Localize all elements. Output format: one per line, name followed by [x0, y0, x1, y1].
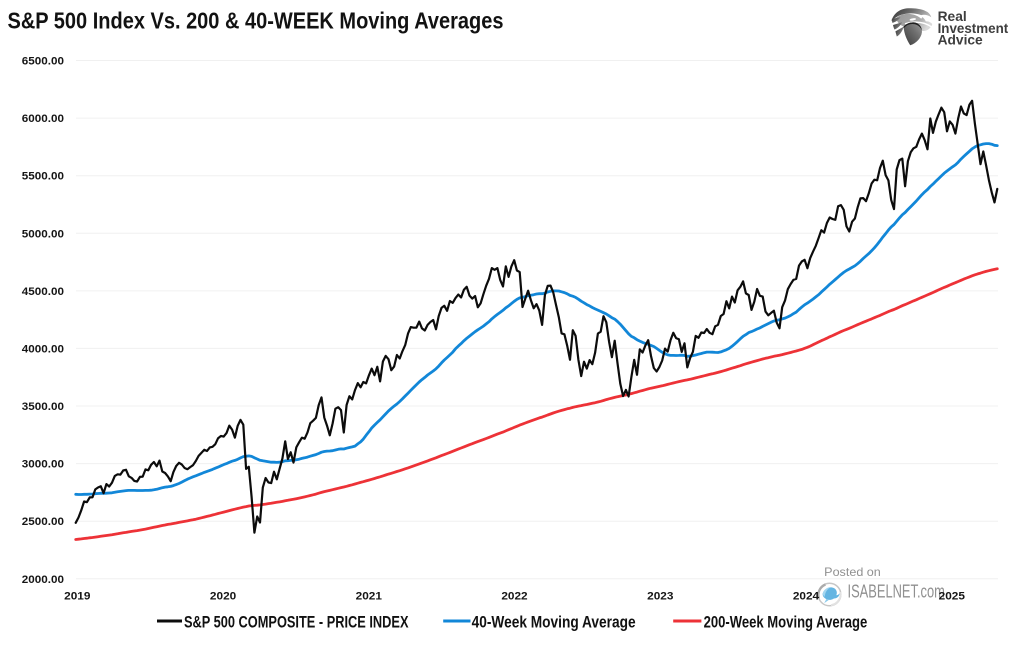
- svg-text:S&P 500 COMPOSITE - PRICE INDE: S&P 500 COMPOSITE - PRICE INDEX: [184, 612, 409, 631]
- svg-text:Posted on: Posted on: [824, 565, 881, 579]
- svg-text:2000.00: 2000.00: [22, 574, 64, 586]
- svg-text:5500.00: 5500.00: [22, 171, 64, 183]
- svg-text:200-Week Moving Average: 200-Week Moving Average: [704, 612, 868, 631]
- svg-text:6500.00: 6500.00: [22, 56, 64, 68]
- svg-text:4500.00: 4500.00: [22, 286, 64, 298]
- svg-text:2021: 2021: [356, 590, 382, 602]
- svg-text:4000.00: 4000.00: [22, 343, 64, 355]
- svg-text:ISABELNET.com: ISABELNET.com: [848, 581, 945, 601]
- svg-text:2022: 2022: [501, 590, 527, 602]
- svg-text:2019: 2019: [64, 590, 90, 602]
- svg-text:S&P 500 Index Vs. 200 & 40-WEE: S&P 500 Index Vs. 200 & 40-WEEK Moving A…: [8, 8, 504, 34]
- svg-text:5000.00: 5000.00: [22, 228, 64, 240]
- svg-text:2023: 2023: [647, 590, 673, 602]
- svg-text:3500.00: 3500.00: [22, 401, 64, 413]
- svg-text:2025: 2025: [939, 590, 965, 602]
- svg-text:2020: 2020: [210, 590, 236, 602]
- svg-text:2024: 2024: [793, 590, 820, 602]
- svg-text:Investment: Investment: [938, 20, 1009, 36]
- svg-text:6000.00: 6000.00: [22, 113, 64, 125]
- svg-text:2500.00: 2500.00: [22, 516, 64, 528]
- svg-text:Advice: Advice: [938, 31, 983, 47]
- svg-text:Real: Real: [938, 8, 967, 24]
- svg-text:3000.00: 3000.00: [22, 459, 64, 471]
- svg-text:40-Week Moving Average: 40-Week Moving Average: [472, 612, 636, 631]
